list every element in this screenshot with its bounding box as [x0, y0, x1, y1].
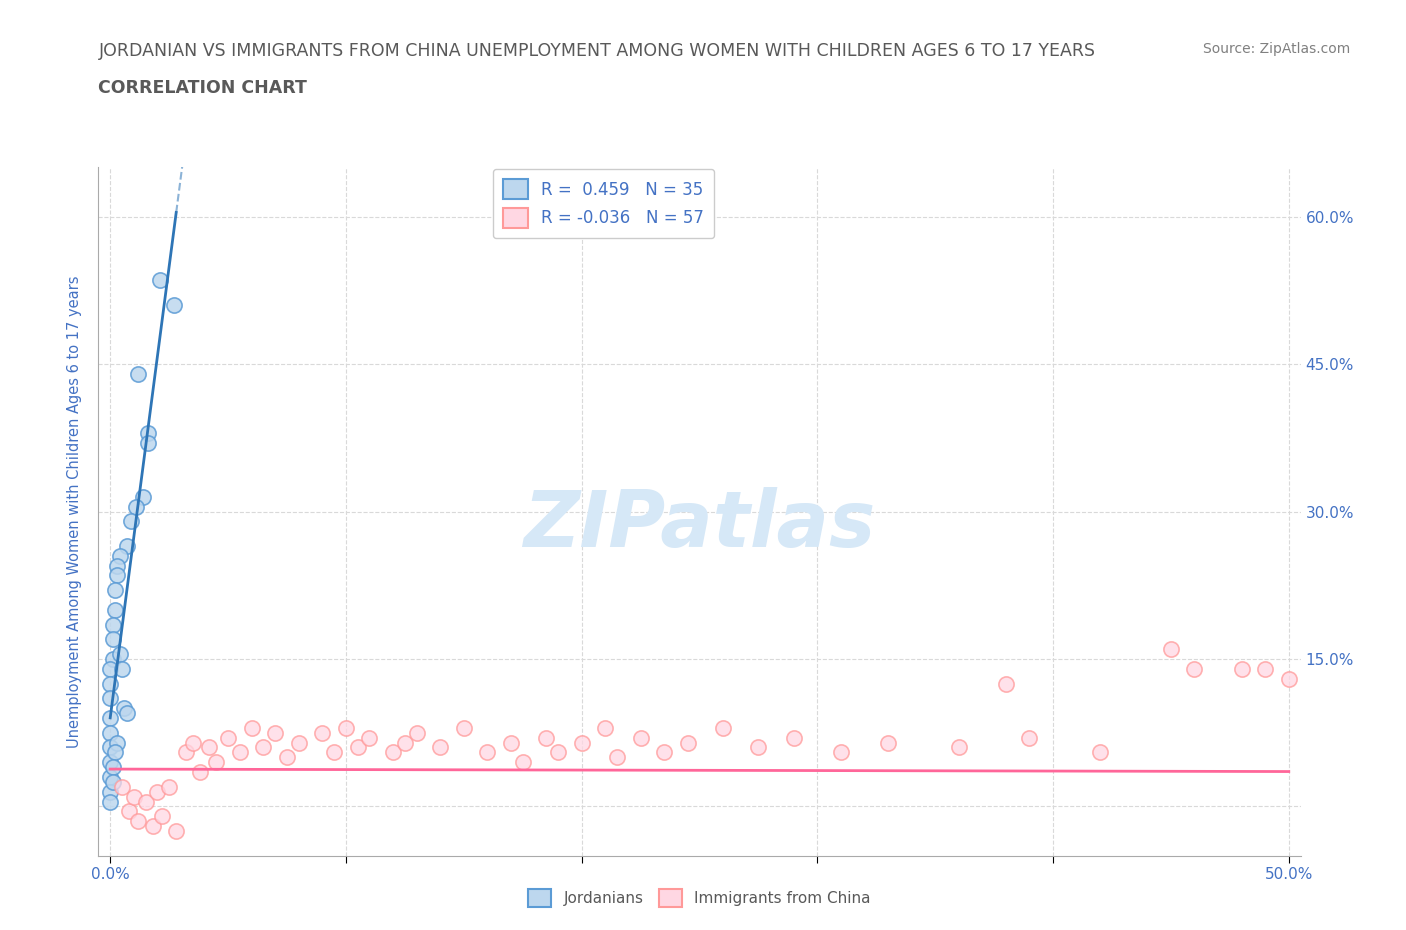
Point — [630, 730, 652, 745]
Point — [1278, 671, 1301, 686]
Point — [252, 740, 274, 755]
Point — [994, 676, 1017, 691]
Text: ZIPatlas: ZIPatlas — [523, 487, 876, 564]
Point — [101, 760, 124, 775]
Text: JORDANIAN VS IMMIGRANTS FROM CHINA UNEMPLOYMENT AMONG WOMEN WITH CHILDREN AGES 6: JORDANIAN VS IMMIGRANTS FROM CHINA UNEMP… — [98, 42, 1095, 60]
Point — [747, 740, 769, 755]
Point — [165, 824, 187, 839]
Point — [429, 740, 451, 755]
Point — [104, 603, 127, 618]
Point — [98, 769, 121, 784]
Point — [311, 725, 333, 740]
Point — [405, 725, 427, 740]
Point — [98, 725, 121, 740]
Point — [112, 700, 135, 715]
Point — [1088, 745, 1111, 760]
Point — [105, 735, 128, 750]
Point — [101, 652, 124, 667]
Point — [830, 745, 852, 760]
Point — [477, 745, 499, 760]
Point — [98, 661, 121, 676]
Point — [118, 804, 141, 818]
Text: Source: ZipAtlas.com: Source: ZipAtlas.com — [1202, 42, 1350, 56]
Point — [276, 750, 298, 764]
Point — [1160, 642, 1182, 657]
Point — [98, 711, 121, 725]
Point — [136, 425, 159, 440]
Point — [181, 735, 204, 750]
Point — [101, 618, 124, 632]
Point — [1018, 730, 1040, 745]
Point — [125, 499, 148, 514]
Point — [115, 706, 138, 721]
Point — [217, 730, 239, 745]
Point — [105, 558, 128, 573]
Point — [136, 435, 159, 450]
Point — [288, 735, 311, 750]
Point — [1254, 661, 1277, 676]
Point — [98, 784, 121, 799]
Point — [1184, 661, 1206, 676]
Point — [101, 775, 124, 790]
Point — [98, 794, 121, 809]
Point — [783, 730, 806, 745]
Point — [174, 745, 197, 760]
Point — [240, 721, 263, 736]
Point — [536, 730, 558, 745]
Legend: Jordanians, Immigrants from China: Jordanians, Immigrants from China — [523, 883, 876, 913]
Point — [394, 735, 416, 750]
Point — [323, 745, 346, 760]
Point — [108, 646, 131, 661]
Point — [335, 721, 357, 736]
Point — [98, 740, 121, 755]
Point — [142, 818, 165, 833]
Point — [606, 750, 628, 764]
Point — [948, 740, 970, 755]
Text: CORRELATION CHART: CORRELATION CHART — [98, 79, 308, 97]
Point — [111, 661, 134, 676]
Point — [571, 735, 593, 750]
Point — [98, 691, 121, 706]
Point — [108, 549, 131, 564]
Point — [101, 631, 124, 646]
Point — [149, 273, 172, 288]
Point — [135, 794, 157, 809]
Point — [547, 745, 569, 760]
Point — [512, 755, 534, 770]
Point — [453, 721, 475, 736]
Point — [128, 366, 150, 381]
Point — [359, 730, 381, 745]
Point — [499, 735, 522, 750]
Point — [132, 489, 155, 504]
Y-axis label: Unemployment Among Women with Children Ages 6 to 17 years: Unemployment Among Women with Children A… — [67, 275, 83, 748]
Point — [711, 721, 734, 736]
Point — [188, 764, 211, 779]
Point — [105, 568, 128, 583]
Point — [122, 790, 145, 804]
Point — [146, 784, 169, 799]
Point — [229, 745, 252, 760]
Point — [346, 740, 368, 755]
Point — [120, 514, 142, 529]
Point — [98, 676, 121, 691]
Point — [98, 755, 121, 770]
Point — [115, 538, 138, 553]
Point — [157, 779, 180, 794]
Point — [205, 755, 228, 770]
Point — [593, 721, 616, 736]
Point — [150, 809, 173, 824]
Point — [163, 298, 186, 312]
Point — [104, 745, 127, 760]
Point — [264, 725, 287, 740]
Point — [676, 735, 699, 750]
Point — [128, 814, 150, 829]
Point — [1230, 661, 1253, 676]
Point — [198, 740, 221, 755]
Point — [382, 745, 405, 760]
Point — [652, 745, 675, 760]
Point — [877, 735, 900, 750]
Point — [111, 779, 134, 794]
Point — [104, 583, 127, 598]
